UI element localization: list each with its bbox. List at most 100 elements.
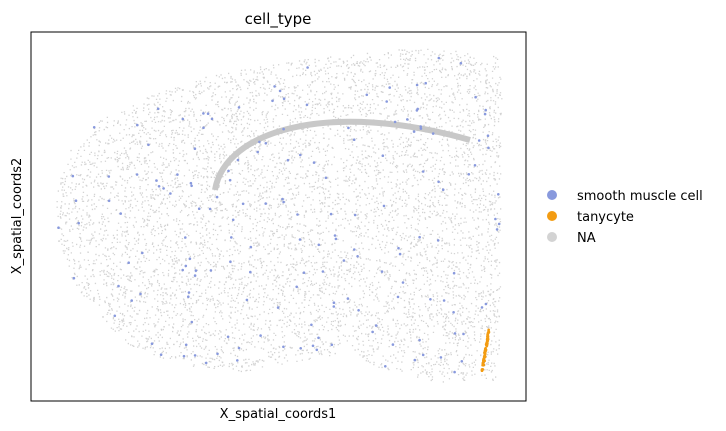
point-smooth-muscle-cell	[421, 353, 425, 357]
point-smooth-muscle-cell	[249, 245, 253, 249]
point-smooth-muscle-cell	[264, 202, 268, 205]
point-smooth-muscle-cell	[226, 335, 230, 339]
point-smooth-muscle-cell	[419, 125, 423, 128]
point-smooth-muscle-cell	[391, 343, 395, 346]
point-smooth-muscle-cell	[147, 143, 150, 147]
point-smooth-muscle-cell	[150, 342, 154, 346]
legend-marker-smooth-muscle-cell	[547, 190, 557, 200]
point-smooth-muscle-cell	[330, 343, 334, 347]
point-smooth-muscle-cell	[333, 234, 337, 237]
point-smooth-muscle-cell	[452, 311, 455, 314]
point-smooth-muscle-cell	[431, 132, 435, 135]
point-smooth-muscle-cell	[249, 270, 252, 274]
point-smooth-muscle-cell	[130, 299, 133, 302]
point-smooth-muscle-cell	[113, 314, 117, 318]
point-smooth-muscle-cell	[467, 173, 471, 176]
point-smooth-muscle-cell	[107, 175, 111, 178]
point-smooth-muscle-cell	[190, 184, 193, 188]
point-smooth-muscle-cell	[429, 298, 432, 301]
legend: smooth muscle cell tanycyte NA	[547, 189, 703, 246]
point-smooth-muscle-cell	[159, 353, 163, 357]
point-smooth-muscle-cell	[437, 56, 441, 60]
point-tanycyte	[483, 353, 487, 357]
point-smooth-muscle-cell	[497, 193, 500, 196]
point-smooth-muscle-cell	[329, 212, 333, 216]
point-smooth-muscle-cell	[107, 199, 111, 203]
point-smooth-muscle-cell	[141, 251, 144, 255]
point-smooth-muscle-cell	[356, 254, 359, 258]
point-smooth-muscle-cell	[473, 164, 477, 167]
point-smooth-muscle-cell	[494, 217, 497, 221]
point-tanycyte	[481, 368, 485, 371]
legend-marker-tanycyte	[547, 211, 557, 221]
point-smooth-muscle-cell	[286, 158, 290, 162]
point-smooth-muscle-cell	[197, 207, 201, 210]
point-smooth-muscle-cell	[181, 117, 185, 121]
legend-label-tanycyte: tanycyte	[577, 210, 634, 225]
point-smooth-muscle-cell	[415, 83, 419, 87]
point-smooth-muscle-cell	[187, 291, 191, 294]
point-smooth-muscle-cell	[419, 127, 423, 130]
point-smooth-muscle-cell	[282, 345, 285, 349]
point-smooth-muscle-cell	[162, 187, 165, 190]
point-smooth-muscle-cell	[208, 207, 212, 211]
point-smooth-muscle-cell	[230, 236, 233, 239]
point-smooth-muscle-cell	[453, 370, 456, 374]
point-tanycyte	[485, 342, 489, 346]
point-smooth-muscle-cell	[332, 301, 336, 305]
legend-marker-na	[547, 232, 557, 242]
point-smooth-muscle-cell	[321, 270, 325, 273]
point-smooth-muscle-cell	[206, 112, 210, 115]
plot-frame	[30, 31, 527, 402]
point-smooth-muscle-cell	[259, 334, 262, 337]
point-smooth-muscle-cell	[357, 309, 360, 312]
point-smooth-muscle-cell	[484, 302, 488, 306]
point-smooth-muscle-cell	[421, 170, 425, 173]
point-smooth-muscle-cell	[188, 257, 192, 261]
point-smooth-muscle-cell	[412, 130, 416, 133]
point-smooth-muscle-cell	[393, 120, 397, 124]
point-smooth-muscle-cell	[202, 112, 205, 115]
point-smooth-muscle-cell	[437, 180, 440, 184]
point-smooth-muscle-cell	[418, 338, 421, 342]
point-smooth-muscle-cell	[184, 236, 187, 239]
point-smooth-muscle-cell	[487, 146, 490, 150]
point-smooth-muscle-cell	[342, 259, 346, 262]
point-smooth-muscle-cell	[193, 354, 197, 357]
point-smooth-muscle-cell	[237, 346, 241, 350]
point-smooth-muscle-cell	[202, 126, 205, 130]
point-smooth-muscle-cell	[418, 235, 421, 239]
point-smooth-muscle-cell	[228, 178, 232, 182]
point-smooth-muscle-cell	[295, 285, 299, 289]
point-smooth-muscle-cell	[384, 365, 387, 368]
point-smooth-muscle-cell	[332, 305, 336, 308]
point-smooth-muscle-cell	[398, 252, 402, 256]
point-smooth-muscle-cell	[204, 361, 208, 365]
point-smooth-muscle-cell	[347, 126, 350, 130]
point-smooth-muscle-cell	[388, 86, 392, 89]
point-smooth-muscle-cell	[305, 103, 309, 107]
point-smooth-muscle-cell	[176, 173, 179, 176]
point-smooth-muscle-cell	[216, 352, 219, 356]
point-smooth-muscle-cell	[92, 126, 96, 129]
point-smooth-muscle-cell	[282, 127, 285, 131]
point-smooth-muscle-cell	[241, 202, 245, 206]
chart-title: cell_type	[245, 10, 312, 29]
point-smooth-muscle-cell	[382, 204, 386, 208]
point-smooth-muscle-cell	[299, 153, 302, 157]
series-na-points	[56, 48, 503, 383]
point-smooth-muscle-cell	[135, 173, 139, 176]
point-smooth-muscle-cell	[127, 261, 130, 265]
point-tanycyte	[486, 337, 490, 341]
point-smooth-muscle-cell	[401, 281, 405, 284]
point-smooth-muscle-cell	[497, 222, 501, 226]
point-smooth-muscle-cell	[236, 158, 240, 162]
y-axis-label: X_spatial_coords2	[10, 158, 25, 275]
point-smooth-muscle-cell	[282, 200, 285, 204]
point-smooth-muscle-cell	[299, 347, 303, 350]
point-smooth-muscle-cell	[210, 117, 214, 121]
point-smooth-muscle-cell	[424, 81, 428, 85]
point-smooth-muscle-cell	[380, 270, 384, 273]
point-smooth-muscle-cell	[462, 332, 465, 336]
